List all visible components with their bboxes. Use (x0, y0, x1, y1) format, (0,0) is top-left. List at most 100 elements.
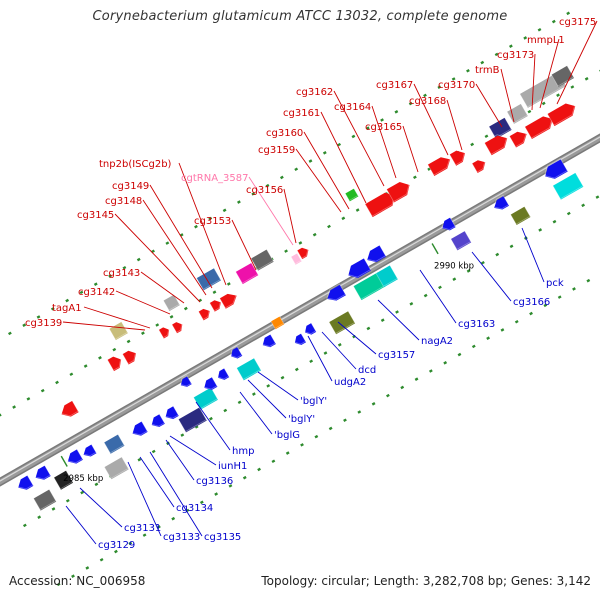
major-tick (60, 455, 68, 467)
minor-tick (337, 343, 342, 347)
minor-tick (222, 208, 227, 213)
minor-tick (400, 385, 405, 390)
leader-line (307, 335, 333, 382)
minor-tick (327, 224, 331, 229)
gene-bottom-shape (180, 376, 192, 387)
gene-bottom-highlight (509, 205, 531, 225)
gene-bottom-shape (545, 159, 568, 179)
gene-top-highlight (121, 349, 136, 365)
leader-line (539, 38, 560, 109)
gene-top (488, 116, 512, 139)
gene-top-shape (122, 350, 137, 365)
gene-bottom (235, 356, 262, 381)
gene-bottom (32, 488, 57, 511)
leader-line (475, 83, 503, 128)
gene-label-bottom: cg3134 (176, 503, 213, 514)
gene-top-highlight (488, 116, 512, 139)
minor-tick (99, 557, 104, 562)
gene-bottom-highlight (177, 406, 207, 433)
gene-label-top: cg3142 (78, 287, 115, 298)
minor-tick (394, 110, 399, 114)
gene-label-top: cg3156 (246, 185, 283, 196)
gene-bottom-highlight (17, 474, 34, 490)
gene-bottom-highlight (235, 356, 262, 380)
leader-line (62, 321, 146, 331)
gene-top-highlight (471, 158, 486, 173)
gene-bottom-shape (132, 421, 148, 436)
gene-top-shape (235, 262, 259, 285)
leader-line (79, 487, 123, 528)
gene-top-highlight (218, 292, 237, 309)
minor-tick (55, 380, 59, 385)
genome-title: Corynebacterium glutamicum ATCC 13032, c… (92, 9, 508, 24)
gene-label-top: cg3159 (258, 145, 295, 156)
minor-tick (328, 426, 333, 431)
gene-bottom (269, 315, 285, 330)
gene-bottom (544, 157, 568, 179)
backbone-highlight (0, 136, 600, 482)
minor-tick (312, 232, 317, 237)
gene-top-highlight (195, 266, 222, 291)
gene-bottom-shape (231, 347, 243, 359)
gene-bottom (150, 412, 165, 428)
gene-bottom-highlight (103, 455, 129, 479)
minor-tick (251, 392, 256, 396)
minor-tick (242, 475, 247, 480)
gene-top-highlight (546, 102, 576, 126)
gene-bottom (509, 205, 531, 226)
gene-bottom (103, 433, 125, 454)
gene-top-highlight (508, 130, 527, 148)
gene-top (546, 102, 576, 127)
gene-bottom-shape (442, 217, 456, 231)
gene-bottom-highlight (449, 229, 472, 251)
gene-bottom-shape (294, 333, 307, 346)
leader-line (333, 90, 385, 187)
minor-tick (171, 516, 176, 521)
gene-top-shape (291, 253, 302, 265)
gene-bottom-highlight (179, 374, 192, 387)
gene-bottom-highlight (164, 404, 179, 419)
leader-line (303, 131, 350, 210)
leader-line (115, 290, 171, 315)
leader-line (471, 251, 512, 302)
minor-tick (566, 11, 571, 16)
gene-bottom-shape (67, 449, 83, 464)
gene-top-highlight (550, 64, 575, 87)
gene-bottom-shape (193, 387, 218, 410)
gene-top-highlight (448, 149, 466, 166)
minor-tick (223, 408, 228, 413)
gene-bottom (449, 229, 472, 251)
minor-tick (409, 302, 414, 306)
gene-top (518, 70, 567, 108)
gene-top-highlight (197, 307, 210, 321)
gene-top-highlight (234, 261, 259, 284)
gene-bottom-shape (348, 258, 371, 278)
minor-tick (451, 77, 456, 81)
gene-bottom-highlight (32, 488, 57, 511)
minor-tick (26, 397, 31, 401)
minor-tick (537, 27, 542, 32)
minor-tick (452, 277, 457, 281)
minor-tick (151, 249, 155, 254)
gene-bottom-shape (53, 470, 74, 490)
gene-bottom (52, 469, 74, 490)
leader-line (165, 439, 195, 481)
gene-bottom-shape (151, 414, 165, 428)
minor-tick (279, 175, 284, 180)
minor-tick (183, 306, 188, 311)
gene-top-highlight (170, 320, 183, 333)
leader-line (231, 219, 257, 271)
gene-bottom (493, 194, 510, 210)
gene-bottom (328, 309, 356, 335)
gene-top-highlight (162, 293, 180, 311)
gene-bottom (82, 443, 97, 457)
gene-bottom-shape (510, 206, 531, 226)
tick-layer (0, 11, 600, 587)
gene-bottom-shape (104, 457, 129, 480)
minor-tick (357, 410, 362, 414)
gene-bottom-highlight (34, 464, 51, 480)
gene-bottom-shape (329, 311, 356, 335)
gene-top-shape (61, 400, 79, 417)
gene-bottom-shape (33, 489, 57, 511)
